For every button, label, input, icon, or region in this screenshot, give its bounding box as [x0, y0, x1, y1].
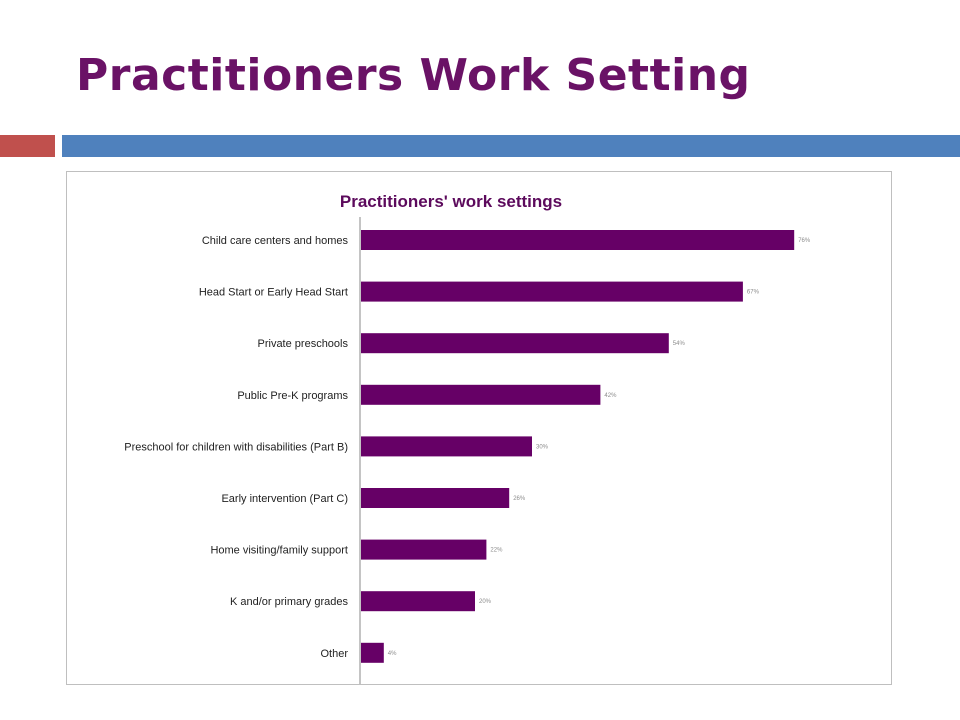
- bar: [361, 539, 487, 560]
- category-label: K and/or primary grades: [230, 596, 348, 608]
- chart-title: Practitioners' work settings: [340, 192, 562, 211]
- bar: [361, 436, 532, 457]
- category-label: Early intervention (Part C): [221, 493, 348, 505]
- bar-chart: Practitioners' work settings Child care …: [124, 192, 811, 684]
- category-label: Public Pre-K programs: [237, 390, 348, 402]
- bar: [361, 591, 475, 612]
- bar: [361, 281, 743, 302]
- data-label: 22%: [490, 548, 503, 554]
- accent-bar-blue: [62, 135, 960, 157]
- data-label: 54%: [673, 341, 686, 347]
- accent-bar-red: [0, 135, 55, 157]
- data-label: 26%: [513, 496, 526, 502]
- bar: [361, 230, 795, 250]
- category-label: Other: [320, 648, 348, 660]
- data-label: 30%: [536, 444, 549, 450]
- category-label: Home visiting/family support: [210, 545, 348, 557]
- category-label: Preschool for children with disabilities…: [124, 441, 348, 453]
- data-label: 67%: [747, 290, 760, 296]
- chart-frame: Practitioners' work settings Child care …: [66, 171, 892, 685]
- data-label: 42%: [604, 393, 617, 399]
- bar: [361, 642, 384, 663]
- category-label: Child care centers and homes: [202, 235, 349, 247]
- bar: [361, 384, 601, 405]
- page-title: Practitioners Work Setting: [76, 50, 751, 101]
- data-label: 4%: [388, 651, 397, 657]
- category-label: Head Start or Early Head Start: [199, 287, 348, 299]
- category-label: Private preschools: [258, 338, 349, 350]
- bar: [361, 333, 669, 354]
- data-label: 76%: [798, 238, 811, 244]
- data-label: 20%: [479, 599, 492, 605]
- bar: [361, 488, 510, 508]
